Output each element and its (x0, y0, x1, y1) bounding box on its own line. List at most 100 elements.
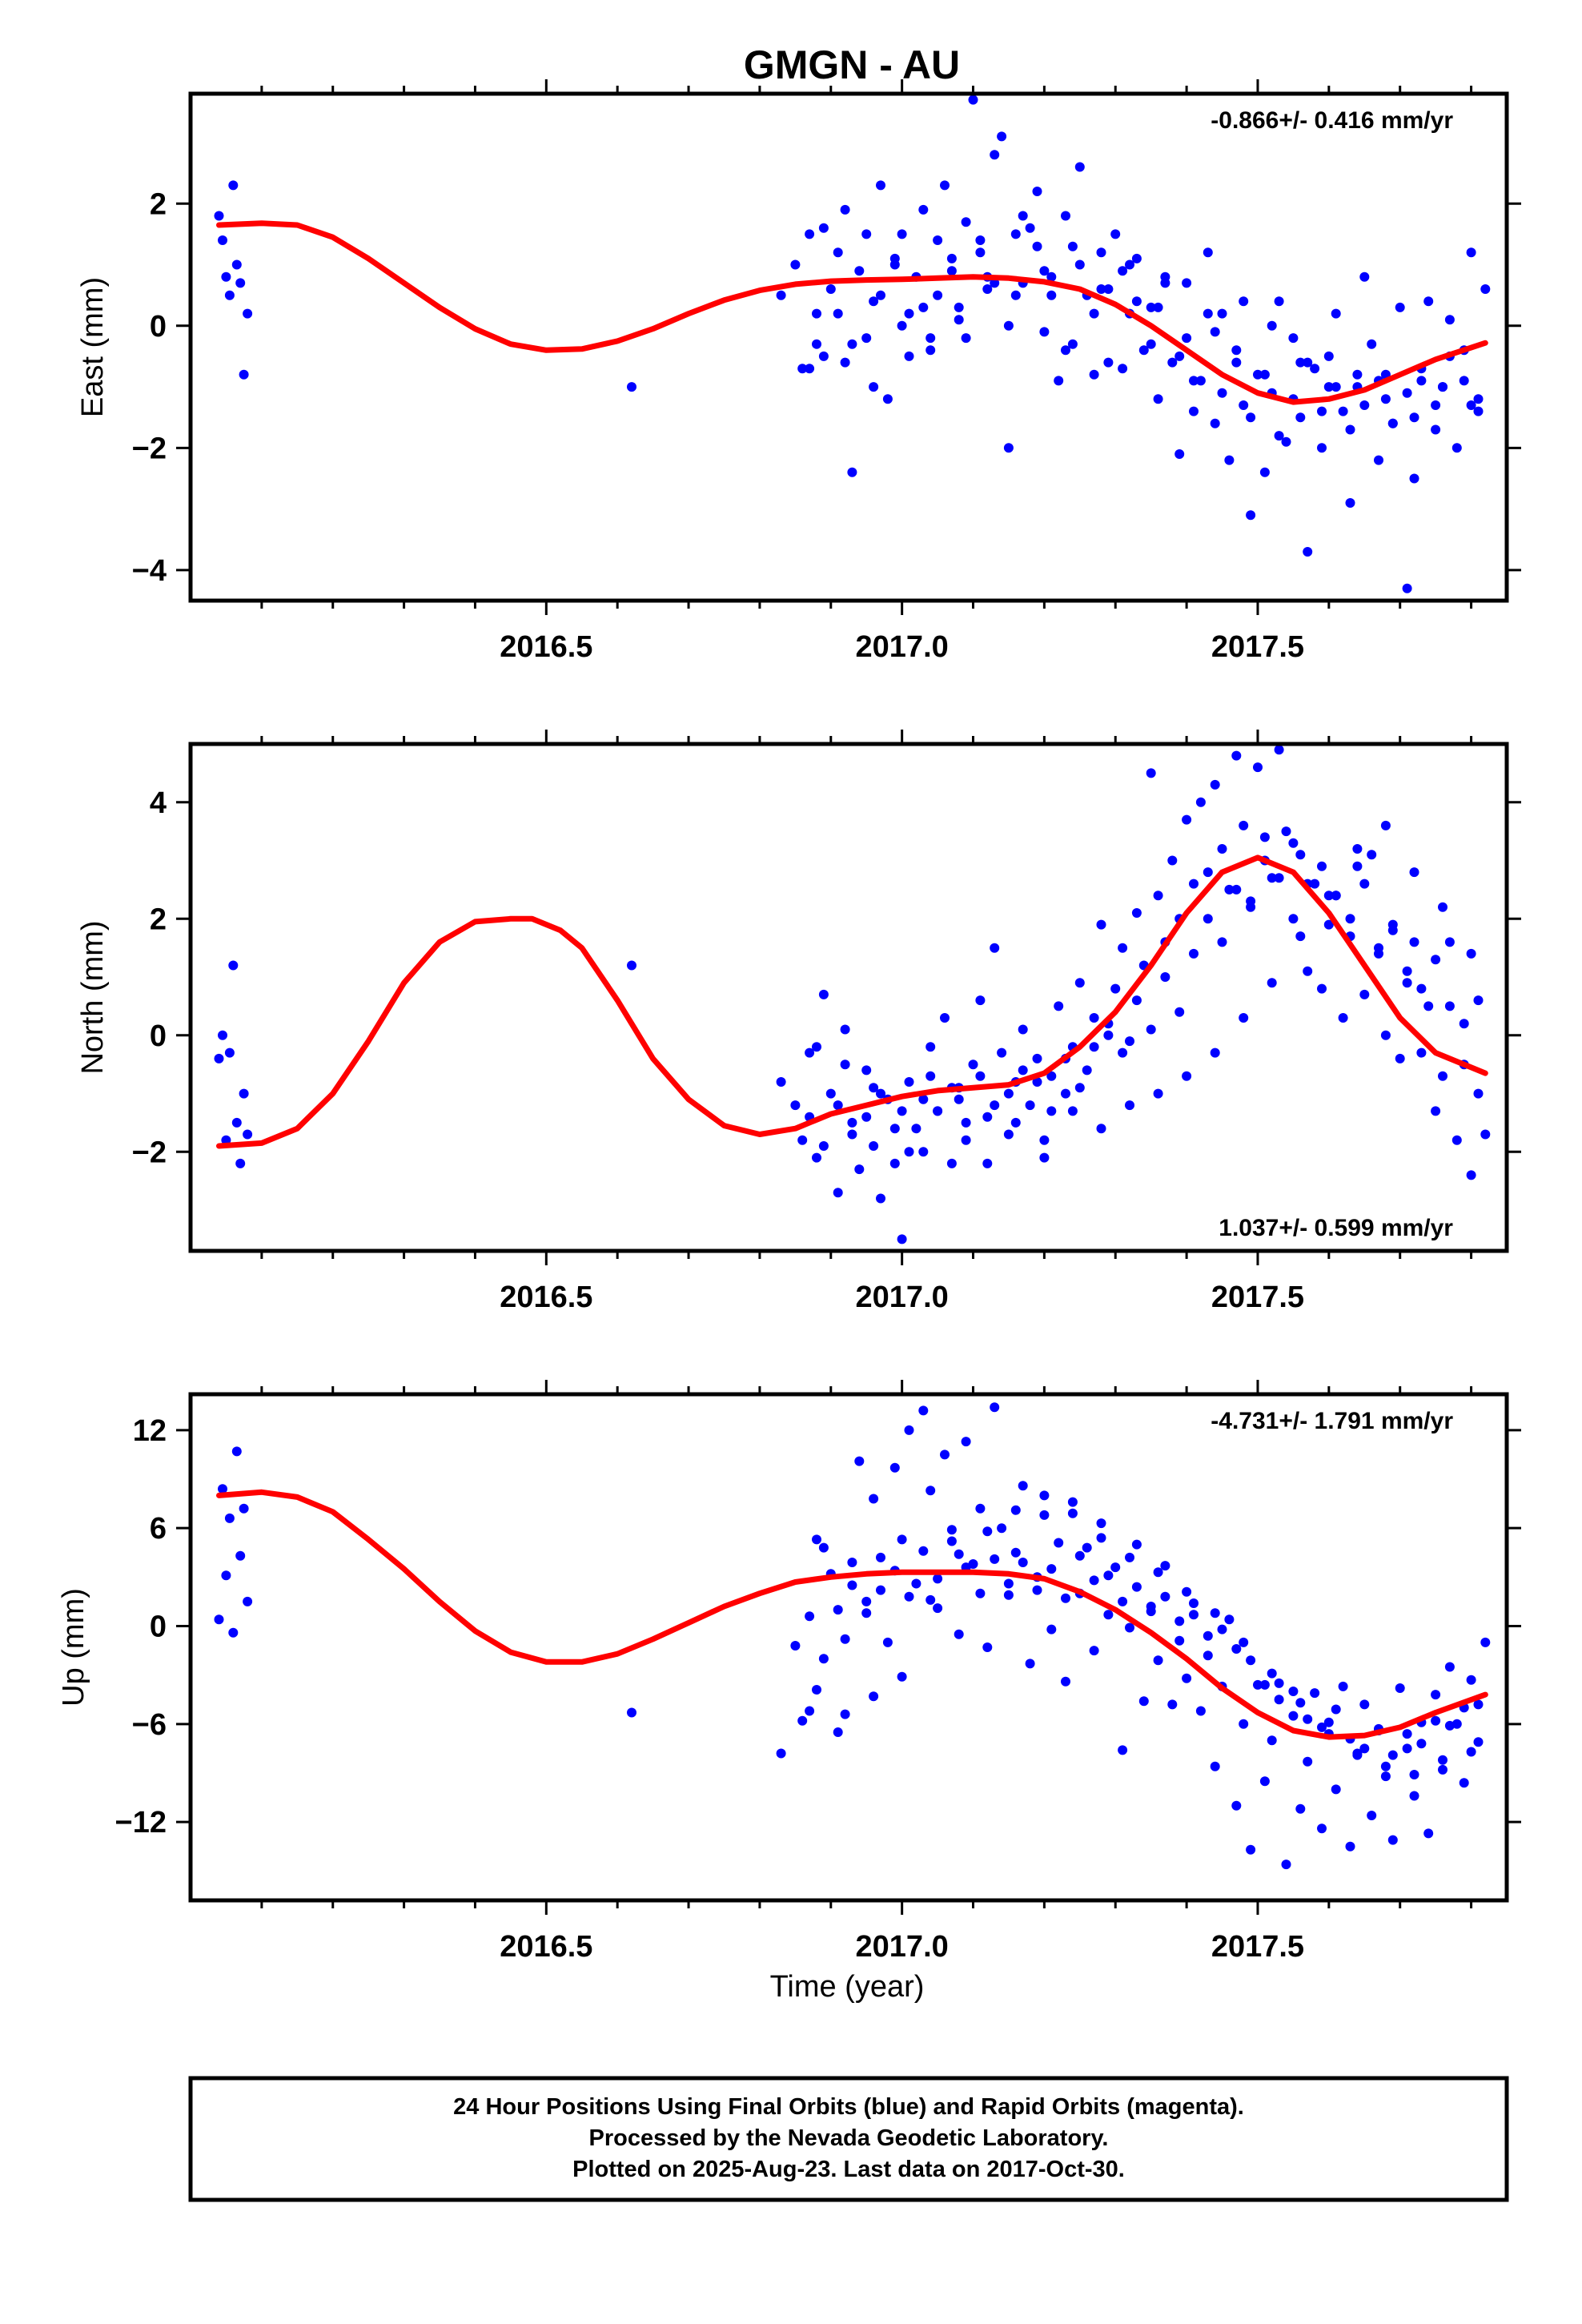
data-point (1118, 1745, 1128, 1755)
data-point (235, 1158, 246, 1168)
data-point (1160, 1561, 1170, 1571)
data-point (1082, 1542, 1092, 1553)
data-point (1380, 394, 1391, 404)
data-point (1416, 1739, 1427, 1749)
data-point (882, 394, 893, 404)
data-point (214, 1053, 224, 1063)
data-point (805, 364, 815, 374)
data-point (1131, 995, 1142, 1006)
data-point (1061, 211, 1070, 221)
data-point (1039, 1490, 1050, 1501)
data-point (1402, 978, 1412, 988)
data-point (918, 1147, 929, 1157)
data-point (1125, 1036, 1134, 1047)
data-point (926, 1594, 936, 1605)
data-point (1246, 412, 1256, 423)
data-point (861, 1596, 872, 1606)
data-point (1444, 937, 1455, 947)
data-point (818, 1141, 829, 1151)
data-point (975, 995, 986, 1006)
data-point (869, 1083, 879, 1093)
data-point (1046, 290, 1057, 300)
data-point (990, 1402, 1000, 1413)
data-point (946, 1158, 957, 1168)
data-point (1239, 820, 1249, 830)
data-point (1409, 1770, 1419, 1779)
data-points (214, 94, 1491, 593)
data-point (1118, 1596, 1128, 1606)
data-point (1431, 1106, 1441, 1116)
data-point (1466, 1747, 1476, 1757)
data-point (847, 1580, 857, 1590)
data-point (1416, 983, 1427, 994)
data-point (1003, 443, 1014, 453)
rate-annotation: 1.037+/- 0.599 mm/yr (1219, 1215, 1453, 1241)
data-point (1217, 308, 1227, 319)
data-point (1160, 972, 1170, 982)
data-point (1274, 873, 1284, 883)
data-point (1239, 400, 1249, 410)
data-point (1444, 1720, 1455, 1731)
x-tick-label: 2017.0 (856, 1281, 949, 1314)
data-point (833, 1100, 843, 1111)
data-point (790, 1641, 801, 1651)
data-point (1039, 1510, 1050, 1520)
footer-line-2: Processed by the Nevada Geodetic Laborat… (589, 2125, 1109, 2151)
data-point (975, 1588, 986, 1598)
data-point (1203, 308, 1213, 319)
data-point (1395, 1683, 1405, 1693)
data-point (1153, 1567, 1163, 1578)
data-point (1317, 861, 1327, 871)
y-tick-label: −2 (132, 1136, 167, 1169)
x-tick-label: 2017.5 (1211, 630, 1304, 664)
data-point (1061, 1676, 1070, 1687)
data-point (221, 271, 231, 282)
data-point (797, 1135, 808, 1145)
data-point (231, 1117, 242, 1128)
data-point (940, 1013, 950, 1023)
data-point (1431, 955, 1441, 965)
y-axis-label: North (mm) (76, 920, 110, 1074)
data-point (1480, 284, 1491, 294)
data-point (1267, 1668, 1277, 1679)
data-point (805, 1047, 815, 1058)
data-point (1089, 1646, 1099, 1656)
data-point (954, 1549, 964, 1559)
data-point (1061, 1593, 1070, 1603)
data-point (1409, 473, 1419, 484)
data-point (1189, 376, 1199, 386)
data-point (805, 1611, 815, 1622)
data-point (961, 1135, 971, 1145)
data-point (1182, 1673, 1192, 1683)
data-point (1380, 1030, 1391, 1040)
data-point (1046, 1564, 1057, 1574)
data-point (1018, 1481, 1028, 1491)
data-point (861, 229, 872, 239)
data-point (1032, 187, 1042, 196)
data-point (1452, 1135, 1462, 1145)
data-point (228, 960, 239, 971)
data-point (1367, 850, 1377, 860)
data-point (1259, 1776, 1270, 1787)
data-point (1125, 259, 1134, 270)
y-tick-label: −2 (132, 432, 167, 465)
data-point (1018, 211, 1028, 221)
data-point (1438, 1071, 1447, 1081)
data-point (869, 382, 879, 392)
data-point (1473, 995, 1484, 1006)
data-point (954, 1094, 964, 1104)
data-point (1395, 302, 1405, 312)
data-point (918, 1094, 929, 1104)
data-point (1295, 1803, 1306, 1814)
data-point (1182, 1586, 1192, 1597)
data-point (1153, 394, 1163, 404)
data-point (840, 1059, 850, 1070)
data-point (1246, 902, 1256, 912)
data-point (818, 351, 829, 361)
data-point (1153, 302, 1163, 312)
data-point (1345, 1841, 1355, 1852)
data-point (1061, 345, 1070, 356)
data-point (1345, 424, 1355, 435)
data-point (997, 1047, 1007, 1058)
data-point (876, 1585, 885, 1595)
